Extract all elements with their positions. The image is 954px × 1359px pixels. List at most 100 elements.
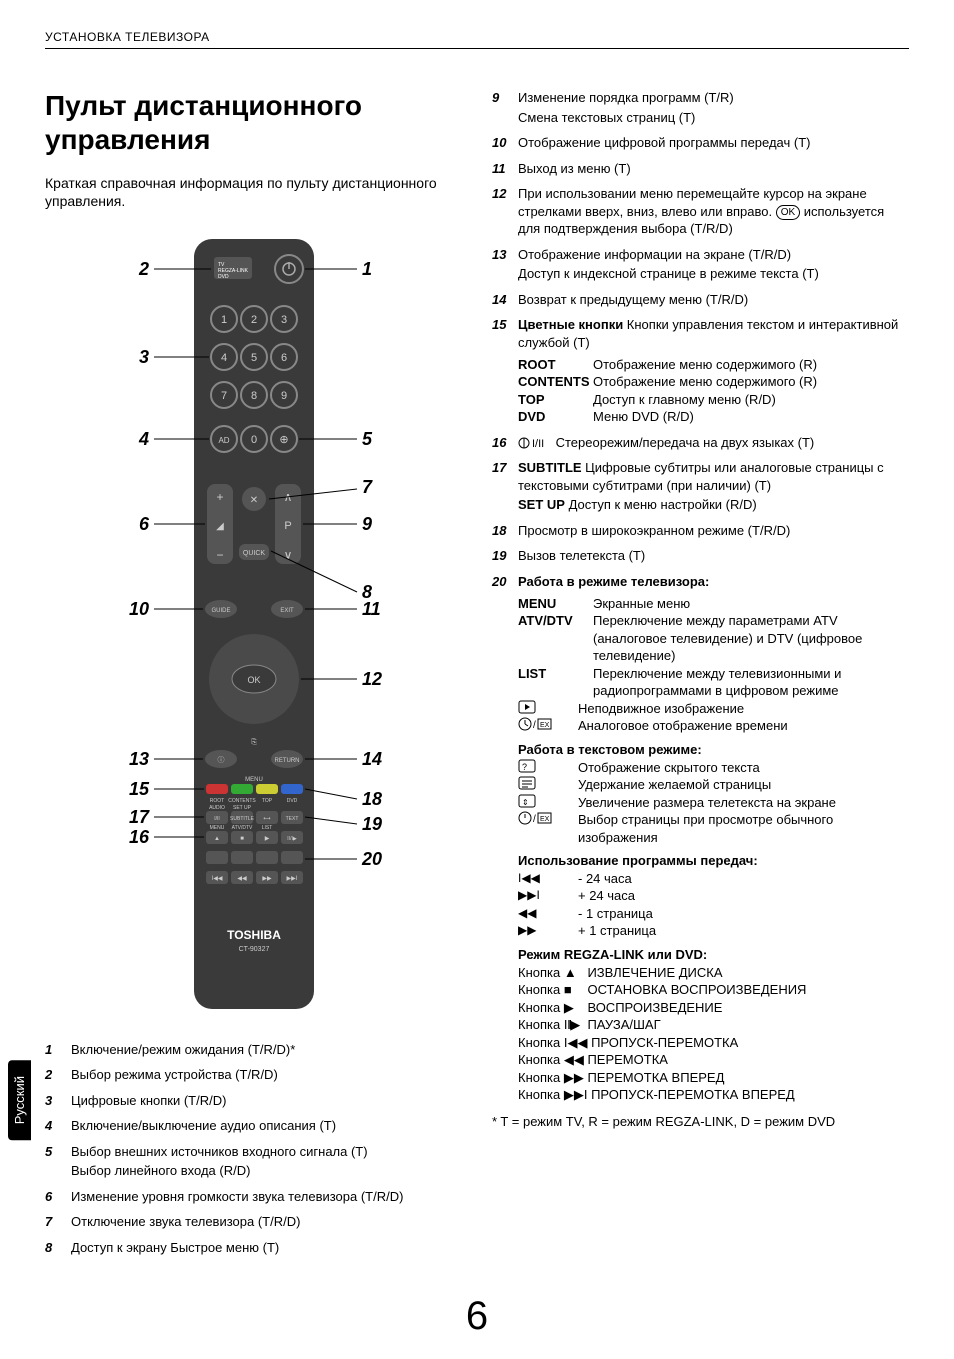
list-item: 1Включение/режим ожидания (T/R/D)* bbox=[45, 1041, 462, 1059]
svg-text:ATV/DTV: ATV/DTV bbox=[231, 825, 252, 831]
svg-text:3: 3 bbox=[280, 314, 286, 326]
svg-text:6: 6 bbox=[280, 352, 286, 364]
language-tab: Русский bbox=[8, 1060, 31, 1140]
footnote: * T = режим TV, R = режим REGZA-LINK, D … bbox=[492, 1114, 909, 1129]
svg-text:13: 13 bbox=[128, 749, 148, 769]
svg-text:AUDIO: AUDIO bbox=[209, 805, 225, 811]
svg-text:I/II: I/II bbox=[214, 816, 220, 822]
list-item: 4Включение/выключение аудио описания (T) bbox=[45, 1117, 462, 1135]
svg-text:∨: ∨ bbox=[283, 548, 292, 562]
svg-text:MENU: MENU bbox=[245, 777, 263, 783]
svg-text:5: 5 bbox=[362, 429, 373, 449]
svg-text:1: 1 bbox=[220, 314, 226, 326]
svg-text:CONTENTS: CONTENTS bbox=[228, 798, 256, 804]
svg-text:▲: ▲ bbox=[214, 836, 220, 842]
svg-text:AD: AD bbox=[218, 436, 229, 445]
intro-text: Краткая справочная информация по пульту … bbox=[45, 174, 462, 210]
list-item: 8Доступ к экрану Быстрое меню (T) bbox=[45, 1239, 462, 1257]
svg-text:◢: ◢ bbox=[216, 521, 224, 532]
left-number-list: 1Включение/режим ожидания (T/R/D)* 2Выбор… bbox=[45, 1041, 462, 1257]
svg-text:19: 19 bbox=[362, 814, 382, 834]
svg-text:⊕: ⊕ bbox=[279, 434, 288, 446]
list-item: 16I/II Стереорежим/передача на двух язык… bbox=[492, 434, 909, 452]
svg-text:9: 9 bbox=[280, 390, 286, 402]
svg-text:◀◀: ◀◀ bbox=[237, 876, 247, 882]
svg-text:16: 16 bbox=[128, 827, 149, 847]
svg-text:I/II: I/II bbox=[532, 438, 544, 449]
list-item: 17SUBTITLE Цифровые субтитры или аналого… bbox=[492, 459, 909, 514]
right-number-list: 9Изменение порядка программ (T/R)Смена т… bbox=[492, 89, 909, 1104]
svg-text:5: 5 bbox=[250, 352, 256, 364]
svg-text:TOP: TOP bbox=[261, 798, 272, 804]
svg-text:/: / bbox=[533, 720, 536, 731]
svg-text:1: 1 bbox=[362, 259, 372, 279]
list-item: 11Выход из меню (T) bbox=[492, 160, 909, 178]
svg-text:▶▶: ▶▶ bbox=[262, 876, 272, 882]
svg-text:EXIT: EXIT bbox=[280, 608, 294, 614]
svg-text:▶▶I: ▶▶I bbox=[286, 876, 297, 882]
svg-text:20: 20 bbox=[361, 849, 382, 869]
list-item: 20Работа в режиме телевизора:MENUЭкранны… bbox=[492, 573, 909, 1104]
svg-text:15: 15 bbox=[128, 779, 149, 799]
svg-text:17: 17 bbox=[128, 807, 149, 827]
list-item: 9Изменение порядка программ (T/R)Смена т… bbox=[492, 89, 909, 126]
svg-text:2: 2 bbox=[137, 259, 148, 279]
svg-text:RETURN: RETURN bbox=[274, 758, 299, 764]
page-header: УСТАНОВКА ТЕЛЕВИЗОРА bbox=[45, 30, 909, 49]
svg-text:SUBTITLE: SUBTITLE bbox=[230, 816, 255, 822]
svg-text:7: 7 bbox=[220, 390, 226, 402]
svg-text:EX: EX bbox=[540, 722, 550, 729]
svg-text:LIST: LIST bbox=[261, 825, 272, 831]
svg-text:0: 0 bbox=[250, 434, 256, 446]
svg-text:DVD: DVD bbox=[218, 274, 229, 280]
page-number: 6 bbox=[45, 1294, 909, 1339]
svg-text:6: 6 bbox=[138, 514, 149, 534]
svg-text:+: + bbox=[216, 490, 223, 504]
svg-text:OK: OK bbox=[247, 675, 260, 685]
svg-text:P: P bbox=[284, 520, 291, 532]
svg-text:12: 12 bbox=[362, 669, 382, 689]
list-item: 3Цифровые кнопки (T/R/D) bbox=[45, 1092, 462, 1110]
remote-model: CT-90327 bbox=[238, 946, 269, 953]
list-item: 18Просмотр в широкоэкранном режиме (T/R/… bbox=[492, 522, 909, 540]
list-item: 7Отключение звука телевизора (T/R/D) bbox=[45, 1213, 462, 1231]
list-item: 2Выбор режима устройства (T/R/D) bbox=[45, 1066, 462, 1084]
svg-text:9: 9 bbox=[362, 514, 372, 534]
svg-text:✕: ✕ bbox=[249, 495, 257, 506]
svg-text:⇕: ⇕ bbox=[522, 798, 529, 807]
svg-text:4: 4 bbox=[137, 429, 148, 449]
svg-text:EX: EX bbox=[540, 816, 550, 823]
svg-text:I◀◀: I◀◀ bbox=[211, 876, 222, 882]
svg-text:4: 4 bbox=[220, 352, 226, 364]
list-item: 15Цветные кнопки Кнопки управления текст… bbox=[492, 316, 909, 425]
svg-text:QUICK: QUICK bbox=[242, 550, 265, 557]
remote-illustration: TV REGZA-LINK DVD 123 456 789 AD0⊕ bbox=[45, 229, 462, 1019]
svg-text:?: ? bbox=[522, 762, 527, 772]
list-item: 14Возврат к предыдущему меню (T/R/D) bbox=[492, 291, 909, 309]
svg-text:DVD: DVD bbox=[286, 798, 297, 804]
svg-text:GUIDE: GUIDE bbox=[211, 608, 230, 614]
svg-text:TEXT: TEXT bbox=[285, 816, 298, 822]
svg-text:MENU: MENU bbox=[209, 825, 224, 831]
list-item: 10Отображение цифровой программы передач… bbox=[492, 134, 909, 152]
list-item: 19Вызов телетекста (T) bbox=[492, 547, 909, 565]
svg-text:11: 11 bbox=[362, 599, 381, 619]
list-item: 5Выбор внешних источников входного сигна… bbox=[45, 1143, 462, 1180]
svg-text:2: 2 bbox=[250, 314, 256, 326]
svg-text:8: 8 bbox=[250, 390, 256, 402]
svg-text:10: 10 bbox=[128, 599, 148, 619]
svg-text:18: 18 bbox=[362, 789, 382, 809]
svg-text:▶: ▶ bbox=[264, 836, 269, 842]
svg-text:14: 14 bbox=[362, 749, 382, 769]
svg-text:ⓘ: ⓘ bbox=[217, 756, 224, 764]
svg-text:7: 7 bbox=[362, 477, 373, 497]
page-title: Пульт дистанционного управления bbox=[45, 89, 462, 156]
list-item: 6Изменение уровня громкости звука телеви… bbox=[45, 1188, 462, 1206]
svg-text:3: 3 bbox=[138, 347, 148, 367]
remote-brand: TOSHIBA bbox=[227, 928, 281, 942]
list-item: 13Отображение информации на экране (T/R/… bbox=[492, 246, 909, 283]
svg-text:⎘: ⎘ bbox=[251, 738, 257, 746]
svg-text:SET UP: SET UP bbox=[233, 805, 252, 811]
svg-text:II/I▶: II/I▶ bbox=[287, 836, 297, 842]
svg-text:■: ■ bbox=[240, 836, 244, 842]
